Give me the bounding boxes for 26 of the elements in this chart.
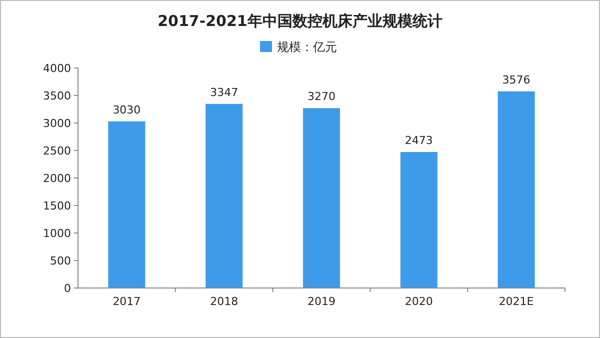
bar <box>108 121 146 288</box>
y-tick-label: 3000 <box>43 117 71 130</box>
x-tick-label: 2019 <box>308 295 336 308</box>
data-label: 3576 <box>502 73 530 86</box>
y-tick-label: 0 <box>64 282 71 295</box>
y-tick-label: 4000 <box>43 62 71 75</box>
x-tick-label: 2020 <box>404 295 433 308</box>
x-tick-label: 2018 <box>210 295 238 308</box>
data-label: 3030 <box>112 103 141 116</box>
bar <box>206 104 243 288</box>
y-tick-label: 500 <box>50 254 71 268</box>
chart-title: 2017-2021年中国数控机床产业规模统计 <box>158 12 442 30</box>
bar <box>498 91 535 288</box>
y-tick-label: 2500 <box>43 144 71 158</box>
y-tick-label: 2000 <box>43 172 71 185</box>
data-label: 3347 <box>210 86 238 99</box>
data-label: 2473 <box>404 134 433 147</box>
y-tick-label: 1500 <box>43 200 71 212</box>
y-tick-label: 3500 <box>43 90 71 102</box>
x-tick-label: 2021E <box>498 295 534 308</box>
data-label: 3270 <box>308 90 336 104</box>
bar <box>400 152 438 288</box>
bar <box>302 108 340 288</box>
x-tick-label: 2017 <box>112 295 141 308</box>
y-tick-label: 1000 <box>43 227 71 240</box>
legend-label: 规模：亿元 <box>277 40 337 54</box>
